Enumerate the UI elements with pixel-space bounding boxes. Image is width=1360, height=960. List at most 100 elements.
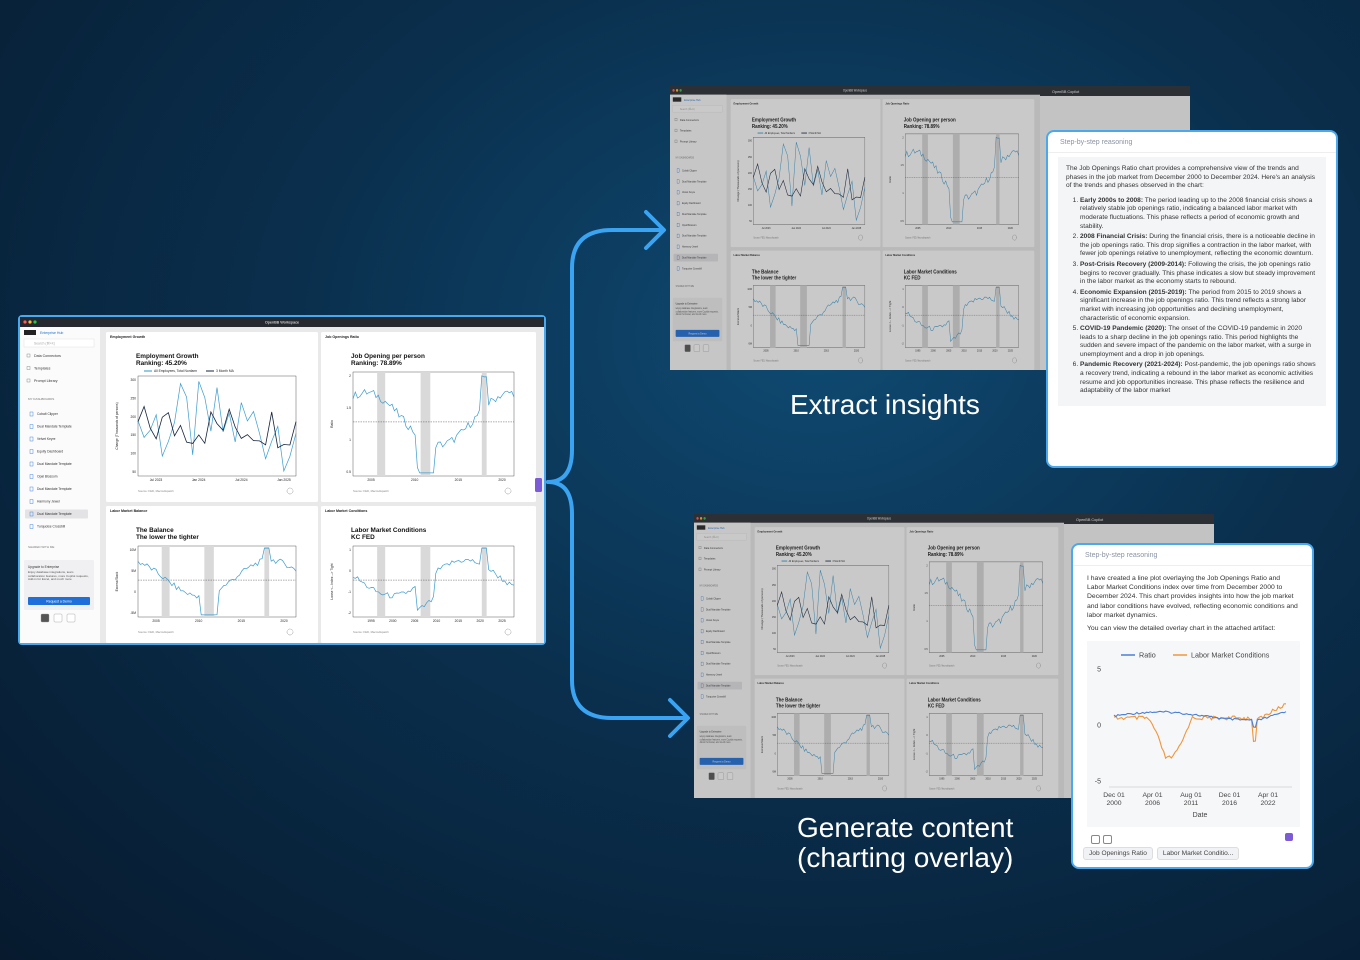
dashboard-item[interactable]: Velvet Keyre: [37, 437, 56, 441]
dashboard-item[interactable]: Dual Mandate Template: [37, 512, 72, 516]
y-axis-label: Ratio: [912, 603, 916, 610]
legend-label: All Employees, Total Nonfarm: [154, 369, 197, 373]
dashboard-item[interactable]: Equity Dashboard: [682, 201, 701, 205]
dashboard-item[interactable]: Dual Mandate Template: [682, 212, 707, 216]
file-icon: [29, 474, 34, 479]
workspace-name: Enterprise Hub: [40, 331, 63, 335]
card-body: The Job Openings Ratio chart provides a …: [1058, 157, 1326, 406]
dashboard-item[interactable]: Harmony Jewel: [706, 672, 722, 676]
attachment-chip[interactable]: Labor Market Conditio...: [1156, 847, 1240, 860]
nav-item[interactable]: Prompt Library: [704, 567, 721, 571]
x-tick-label: Jul 2024: [846, 654, 855, 658]
toolbar-icon[interactable]: [40, 613, 50, 623]
attachment-chip[interactable]: Job Openings Ratio: [1083, 847, 1153, 860]
toolbar-icon[interactable]: [53, 613, 63, 623]
nav-item[interactable]: Prompt Library: [680, 139, 697, 143]
recession-band: [996, 133, 1000, 225]
dashboard-item[interactable]: Turquoise Crossbill: [706, 694, 726, 698]
workspace-name: Enterprise Hub: [684, 98, 701, 102]
x-tick-label: 2015: [848, 776, 854, 780]
section-label: SHARED WITH ME: [28, 545, 54, 549]
dashboard-item[interactable]: Velvet Keyre: [682, 190, 696, 194]
demo-button[interactable]: [675, 329, 720, 337]
dashboard-item[interactable]: Harmony Jewel: [37, 500, 60, 504]
nav-item[interactable]: Data Connectors: [704, 546, 724, 550]
toolbar-icon[interactable]: [703, 344, 709, 352]
file-icon: [676, 266, 680, 271]
dashboard-item[interactable]: Velvet Keyre: [706, 618, 720, 622]
nav-item[interactable]: Templates: [680, 128, 692, 132]
search-box[interactable]: [696, 532, 747, 541]
window-control: [28, 320, 32, 324]
dashboard-item[interactable]: Dual Mandate Template: [706, 607, 731, 611]
dashboard-item[interactable]: Cobalt Clipper: [37, 412, 59, 416]
x-tick-label: 2015: [1001, 776, 1007, 780]
x-tick-label: Dec 01: [1219, 792, 1241, 799]
copy-icon[interactable]: [1091, 835, 1100, 844]
recession-band: [922, 285, 928, 348]
dashboard-item[interactable]: Dual Mandate Template: [706, 661, 731, 665]
chart-subtitle: KC FED: [928, 703, 945, 710]
dashboard-item[interactable]: Cobalt Clipper: [706, 596, 721, 600]
copilot-bar: [1064, 514, 1214, 524]
chart-title: Employment Growth: [136, 353, 199, 360]
save-icon[interactable]: [1103, 835, 1112, 844]
x-tick-label: 2015: [1001, 654, 1007, 658]
section-label: MY DASHBOARDS: [28, 397, 54, 401]
toolbar-icon[interactable]: [708, 772, 715, 780]
button-label: Request a Demo: [713, 759, 731, 763]
dashboard-item[interactable]: Harmony Jewel: [682, 244, 698, 248]
dashboard-item[interactable]: Dual Mandate Template: [37, 462, 72, 466]
dashboard-item[interactable]: Equity Dashboard: [37, 450, 63, 454]
dashboard-item[interactable]: Dual Mandate Template: [682, 233, 707, 237]
card-header[interactable]: Step-by-step reasoning: [1073, 545, 1312, 566]
toolbar-icon[interactable]: [717, 772, 724, 780]
card-header[interactable]: Step-by-step reasoning: [1048, 132, 1336, 153]
dashboard-item[interactable]: Dual Mandate Template: [706, 683, 731, 687]
chart-title: Job Opening per person: [904, 117, 956, 124]
dashboard-item[interactable]: Dual Mandate Template: [682, 179, 707, 183]
dashboard-item[interactable]: Dual Mandate Template: [37, 487, 72, 491]
toolbar-icon[interactable]: [684, 344, 691, 352]
x-tick-label: 2020: [854, 348, 860, 352]
copilot-toggle[interactable]: [535, 478, 542, 492]
overlay-card: Step-by-step reasoning I have created a …: [1071, 543, 1314, 869]
x-tick-label: 2011: [1184, 800, 1199, 807]
dashboard-item[interactable]: Opal Blossom: [37, 475, 58, 479]
demo-button[interactable]: [28, 597, 90, 605]
dashboard-item[interactable]: Equity Dashboard: [706, 629, 725, 633]
search-box[interactable]: [23, 338, 95, 348]
file-icon: [676, 233, 680, 238]
nav-item[interactable]: Templates: [34, 367, 51, 371]
search-box[interactable]: [672, 104, 723, 113]
nav-item[interactable]: Data Connectors: [680, 118, 700, 122]
demo-button[interactable]: [699, 757, 744, 765]
dashboard-item[interactable]: Turquoise Crossbill: [37, 525, 65, 529]
paragraph: You can view the detailed overlay chart …: [1087, 625, 1276, 633]
dashboard-item[interactable]: Dual Mandate Template: [37, 425, 72, 429]
x-tick-label: 2000: [389, 619, 397, 623]
x-tick-label: Jul 2024: [822, 226, 831, 230]
logo: [504, 487, 512, 495]
toolbar-icon[interactable]: [727, 772, 733, 780]
toolbar-icon[interactable]: [66, 613, 76, 623]
dashboard-item[interactable]: Opal Blossom: [706, 651, 720, 655]
nav-icon: [26, 366, 31, 370]
nav-item[interactable]: Templates: [704, 556, 716, 560]
nav-item[interactable]: Data Connectors: [34, 354, 61, 358]
card-title: Step-by-step reasoning: [1060, 138, 1133, 146]
dashboard-item[interactable]: Opal Blossom: [682, 223, 696, 227]
dashboard-item[interactable]: Turquoise Crossbill: [682, 266, 702, 270]
plot-frame: [904, 133, 1019, 225]
dashboard-item[interactable]: Cobalt Clipper: [682, 168, 697, 172]
y-axis-label: Excess/Slack: [737, 307, 741, 325]
chart-title: The Balance: [776, 697, 803, 704]
toolbar-icon[interactable]: [693, 344, 700, 352]
y-tick-label: 100: [772, 631, 776, 635]
arrow-up: [546, 228, 662, 484]
nav-item[interactable]: Prompt Library: [34, 379, 58, 383]
action-icon[interactable]: [1285, 833, 1293, 841]
dashboard-item[interactable]: Dual Mandate Template: [682, 255, 707, 259]
dashboard-item[interactable]: Dual Mandate Template: [706, 640, 731, 644]
